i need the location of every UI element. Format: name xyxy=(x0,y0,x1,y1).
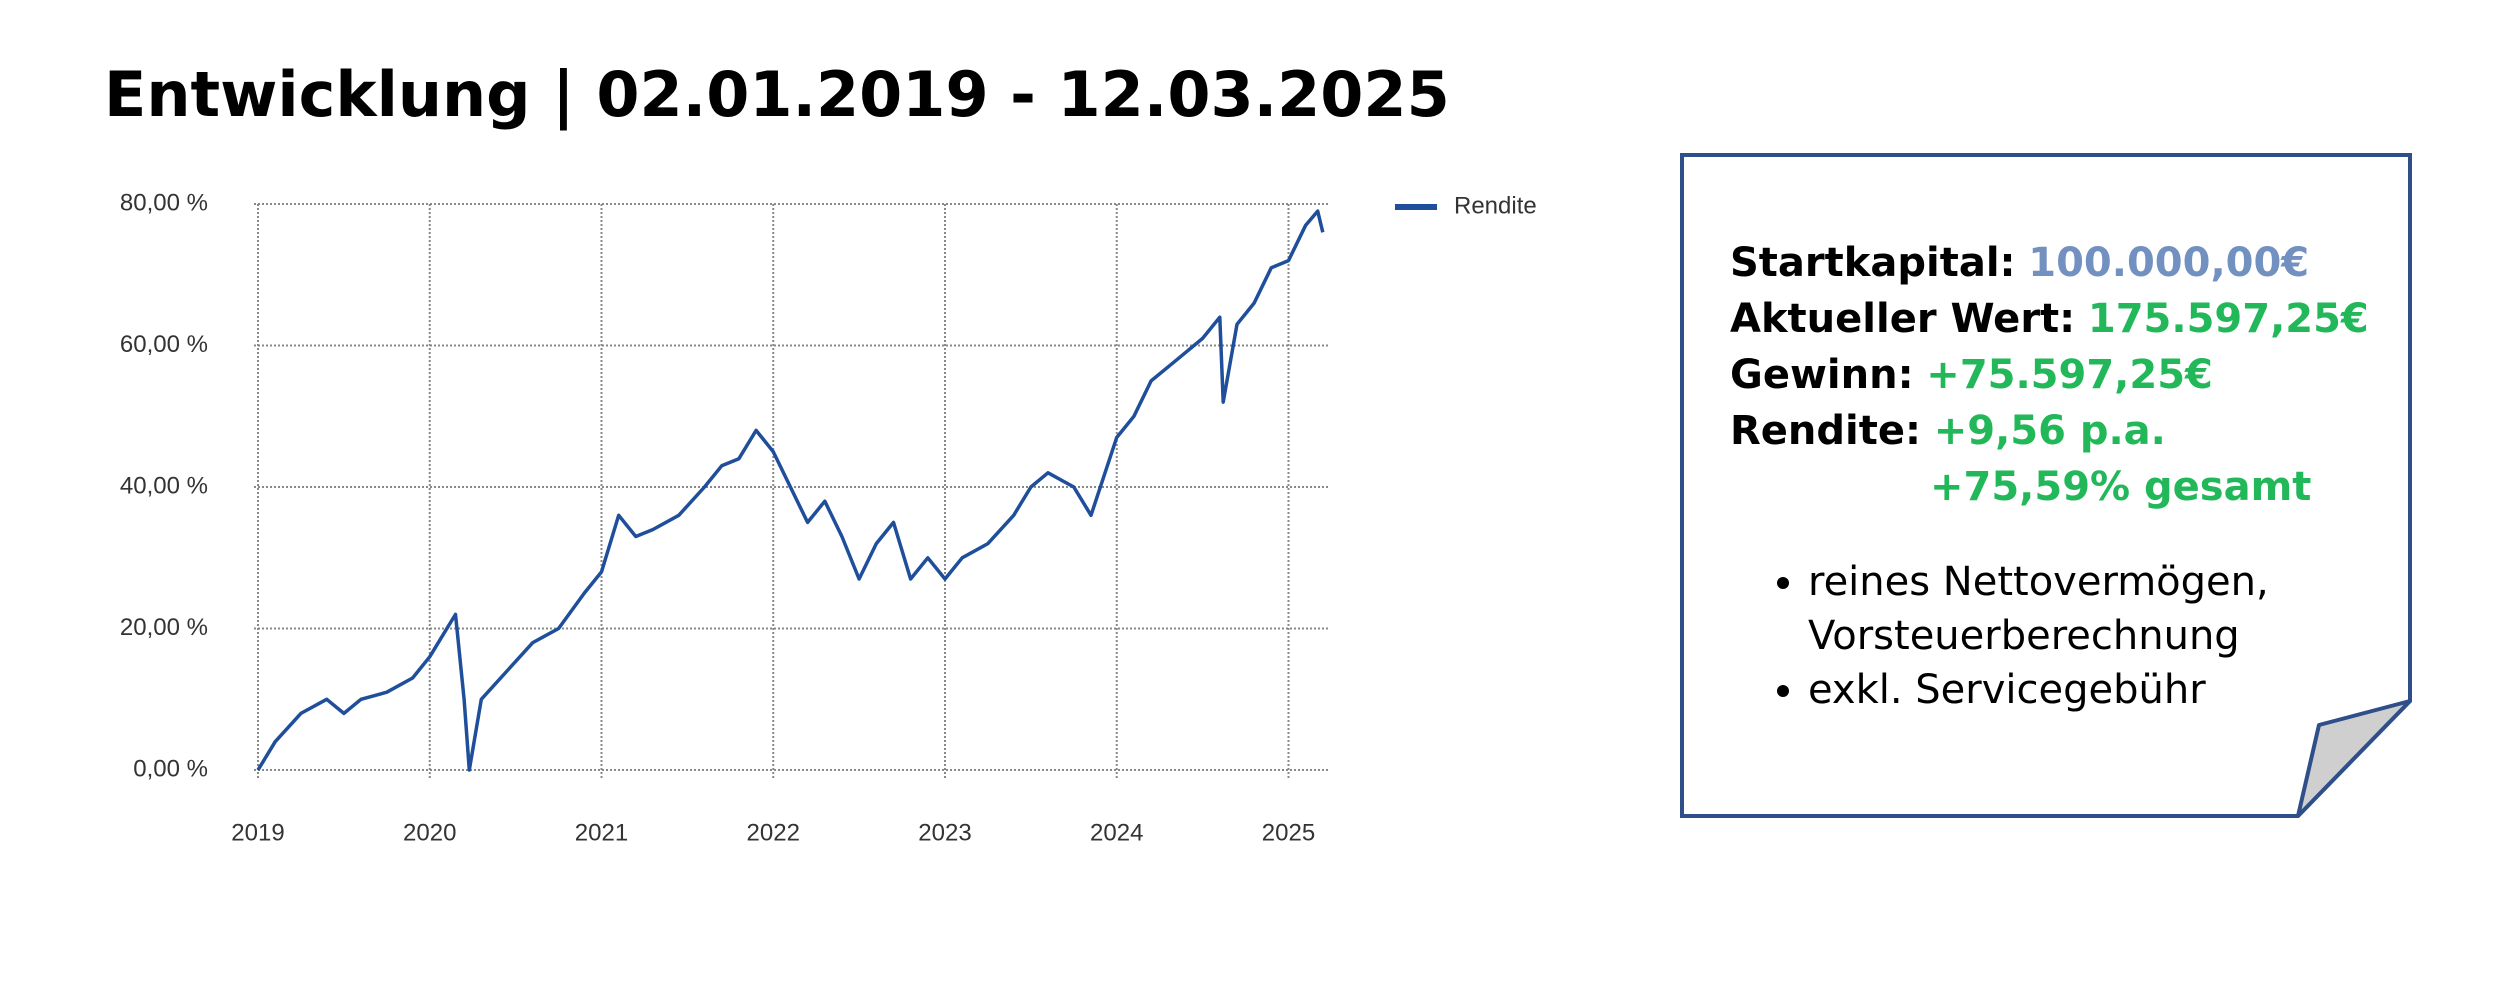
note-fold xyxy=(2296,699,2412,818)
bullet-list: reines Nettovermögen, Vorsteuerberechnun… xyxy=(1730,555,2368,717)
y-tick-label: 20,00 % xyxy=(120,614,208,641)
x-tick-label: 2021 xyxy=(575,819,628,846)
info-value: +75,59% gesamt xyxy=(1930,464,2312,510)
info-label: Gewinn: xyxy=(1730,352,1914,398)
bullet-item: exkl. Servicegebühr xyxy=(1808,663,2368,717)
bullet-item: reines Nettovermögen, Vorsteuerberechnun… xyxy=(1808,555,2368,663)
info-label: Aktueller Wert: xyxy=(1730,296,2076,342)
x-tick-label: 2022 xyxy=(747,819,800,846)
x-tick-label: 2025 xyxy=(1262,819,1315,846)
x-tick-label: 2023 xyxy=(918,819,971,846)
line-series xyxy=(256,209,1325,772)
info-value: 100.000,00€ xyxy=(2028,240,2310,286)
info-label: Rendite: xyxy=(1730,408,1921,454)
info-value: +9,56 p.a. xyxy=(1933,408,2166,454)
info-row: Rendite: +9,56 p.a. +75,59% gesamt xyxy=(1730,403,2369,515)
info-value: 175.597,25€ xyxy=(2087,296,2369,342)
info-panel: Startkapital: 100.000,00€ Aktueller Wert:… xyxy=(1730,235,2369,717)
y-tick-label: 60,00 % xyxy=(120,331,208,358)
x-tick-label: 2024 xyxy=(1090,819,1143,846)
x-tick-label: 2020 xyxy=(403,819,456,846)
info-row: Startkapital: 100.000,00€ xyxy=(1730,235,2369,291)
info-value: +75.597,25€ xyxy=(1926,352,2213,398)
info-row: Gewinn: +75.597,25€ xyxy=(1730,347,2369,403)
legend-label: Rendite xyxy=(1454,192,1537,219)
info-row: Aktueller Wert: 175.597,25€ xyxy=(1730,291,2369,347)
y-tick-label: 80,00 % xyxy=(120,189,208,216)
y-tick-label: 0,00 % xyxy=(133,755,208,782)
chart-title: Entwicklung | 02.01.2019 - 12.03.2025 xyxy=(104,58,1450,132)
y-tick-label: 40,00 % xyxy=(120,472,208,499)
info-label: Startkapital: xyxy=(1730,240,2016,286)
x-tick-label: 2019 xyxy=(231,819,284,846)
